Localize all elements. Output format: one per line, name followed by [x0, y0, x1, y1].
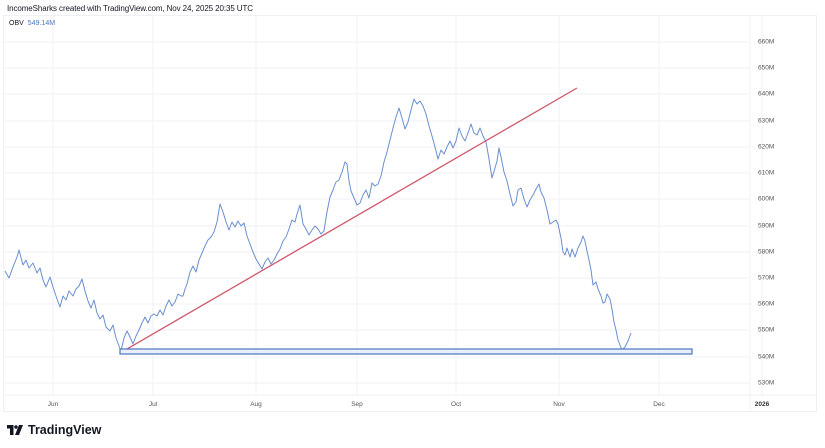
x-tick: Oct — [450, 401, 462, 408]
y-tick: 610M — [758, 169, 775, 177]
y-tick: 530M — [758, 379, 775, 387]
y-tick: 630M — [758, 117, 775, 125]
y-tick: 600M — [758, 195, 775, 203]
y-tick: 590M — [758, 222, 775, 230]
y-tick: 570M — [758, 274, 775, 282]
brand-name: TradingView — [28, 423, 102, 437]
x-tick: Aug — [250, 401, 262, 408]
y-tick: 580M — [758, 248, 775, 256]
y-tick: 550M — [758, 326, 775, 334]
ascending-trendline — [119, 87, 578, 354]
tradingview-brand[interactable]: TradingView — [7, 423, 101, 437]
y-tick: 540M — [758, 353, 775, 361]
x-tick: Sep — [351, 401, 363, 408]
x-tick: 2026 — [754, 401, 770, 408]
y-tick: 620M — [758, 143, 775, 151]
y-tick: 650M — [758, 64, 775, 72]
horizontal-gridlines — [4, 41, 750, 384]
y-tick: 660M — [758, 38, 775, 46]
support-zone-rectangle — [119, 348, 693, 355]
x-tick: Jun — [47, 401, 59, 408]
chart-frame — [3, 15, 817, 412]
chart-attribution: IncomeSharks created with TradingView.co… — [7, 4, 253, 13]
indicator-name: OBV — [9, 20, 24, 27]
x-tick: Dec — [653, 401, 665, 408]
tradingview-logo-icon — [7, 425, 23, 435]
y-tick: 640M — [758, 90, 775, 98]
y-tick: 560M — [758, 300, 775, 308]
indicator-value: 549.14M — [27, 20, 56, 27]
obv-line — [4, 98, 632, 352]
indicator-legend[interactable]: OBV 549.14M — [9, 20, 55, 27]
x-tick: Nov — [553, 401, 565, 408]
vertical-gridlines — [52, 16, 763, 395]
x-tick: Jul — [148, 401, 158, 408]
